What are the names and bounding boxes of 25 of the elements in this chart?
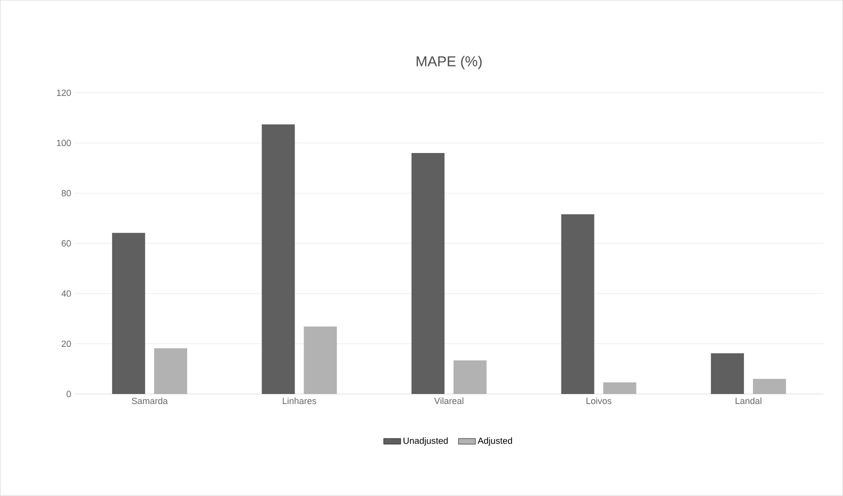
x-tick-label: Vilareal	[434, 398, 464, 404]
y-tick-label: 60	[62, 240, 71, 247]
legend-label: Adjusted	[478, 437, 512, 446]
y-tick-label: 40	[61, 290, 71, 297]
x-tick-label: Landal	[736, 398, 762, 404]
bar	[454, 360, 487, 394]
x-tick-label: Samarda	[132, 398, 168, 404]
legend-label: Unadjusted	[404, 437, 448, 446]
bar	[603, 382, 636, 394]
y-tick-label: 120	[56, 90, 71, 96]
bar	[412, 153, 445, 394]
y-tick-label: 0	[66, 390, 71, 398]
bar	[112, 232, 146, 394]
bar	[752, 379, 786, 394]
x-tick-label: Loivos	[586, 398, 612, 404]
x-tick-label: Linhares	[282, 398, 316, 404]
bar	[154, 348, 188, 394]
chart-title: MAPE (%)	[416, 56, 482, 70]
y-tick-label: 80	[62, 190, 71, 196]
bar	[561, 214, 594, 394]
bar	[262, 124, 295, 394]
bar	[710, 353, 744, 394]
bar	[304, 326, 337, 394]
y-tick-label: 100	[56, 140, 71, 146]
y-tick-label: 20	[62, 340, 71, 348]
